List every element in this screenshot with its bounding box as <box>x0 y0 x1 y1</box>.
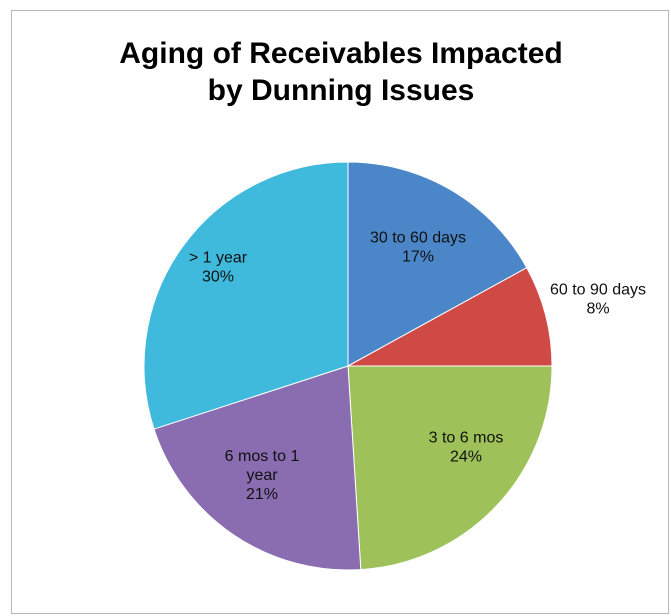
chart-title: Aging of Receivables Impacted by Dunning… <box>12 35 670 109</box>
pie-slice-30-to-60-days <box>347 161 528 367</box>
data-label-line: 60 to 90 days <box>550 282 646 299</box>
data-label-3-to-6-mos: 3 to 6 mos 24% <box>429 430 504 466</box>
pie-slice-60-to-90-days <box>347 267 553 367</box>
data-label-line: 3 to 6 mos <box>429 430 504 447</box>
data-label-30-to-60-days: 30 to 60 days 17% <box>370 230 466 266</box>
pie-slice-1-year <box>143 161 349 430</box>
chart-title-line-1: Aging of Receivables Impacted <box>119 37 563 70</box>
data-label-1-year: > 1 year 30% <box>189 250 248 286</box>
pie-slice-6-mos-to-1-year <box>153 365 362 571</box>
data-label-6-mos-to-1-year: 6 mos to 1 year 21% <box>225 448 300 503</box>
data-label-line: 21% <box>246 486 278 503</box>
data-label-60-to-90-days: 60 to 90 days 8% <box>550 282 646 318</box>
pie-slice-3-to-6-mos <box>347 365 553 571</box>
chart-title-line-2: by Dunning Issues <box>207 74 475 107</box>
data-label-line: 6 mos to 1 <box>225 448 300 465</box>
data-label-line: 8% <box>586 301 609 318</box>
data-label-line: 24% <box>450 449 482 466</box>
data-label-line: year <box>246 467 278 484</box>
data-label-line: 30% <box>202 269 234 286</box>
data-label-line: > 1 year <box>189 250 248 267</box>
data-label-line: 17% <box>402 249 434 266</box>
data-label-line: 30 to 60 days <box>370 230 466 247</box>
